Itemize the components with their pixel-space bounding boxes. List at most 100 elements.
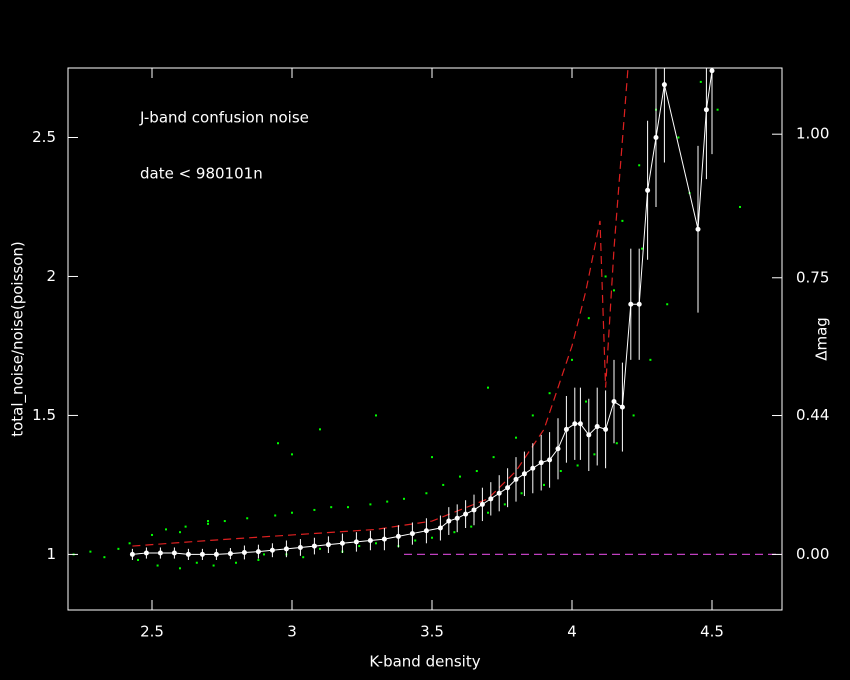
scatter-point [291,511,293,514]
scatter-point [246,517,249,520]
scatter-point [403,497,405,500]
median-point [381,536,387,542]
scatter-point [649,358,652,361]
median-point [479,501,485,507]
median-point [636,301,642,307]
annotation: J-band confusion noise [139,109,309,127]
x-tick-label: 2.5 [140,623,164,641]
scatter-point [330,506,333,509]
scatter-point [716,108,719,111]
scatter-point [179,567,181,570]
median-point [695,226,701,232]
median-point [367,538,373,544]
median-point [513,476,519,482]
median-point [325,542,331,548]
y-tick-label: 1.5 [32,406,56,424]
median-point [409,531,415,537]
scatter-point [375,414,377,417]
median-point [653,134,659,140]
scatter-point [487,511,489,514]
scatter-point [613,289,615,292]
scatter-point [425,492,428,495]
median-point [241,549,247,555]
median-point [555,446,561,452]
median-point [521,471,527,477]
x-tick-label: 3 [287,623,297,641]
scatter-point [604,275,607,278]
median-point [505,485,511,491]
median-point [619,404,625,410]
scatter-point [739,205,741,208]
scatter-point [195,561,198,564]
scatter-point [487,386,489,389]
median-point [143,550,149,556]
scatter-point [520,492,523,495]
median-point [547,457,553,463]
scatter-point [207,520,209,523]
y2-tick-label: 1.00 [796,125,829,143]
scatter-point [137,558,139,561]
scatter-point [587,317,590,320]
scatter-point [576,464,579,467]
x-tick-label: 3.5 [420,623,444,641]
scatter-point [543,483,545,486]
scatter-point [442,483,445,486]
median-point [311,543,317,549]
median-point [269,547,275,553]
median-point [395,533,401,539]
y-tick-label: 2.5 [32,128,56,146]
y-tick-label: 2 [46,267,56,285]
scatter-point [291,453,293,456]
scatter-point [559,470,562,473]
median-point [577,421,583,427]
median-point [454,515,460,521]
scatter-point [431,456,433,459]
median-point [463,511,469,517]
scatter-point [641,247,643,250]
scatter-point [515,436,517,439]
y-tick-label: 1 [46,545,56,563]
scatter-point [257,558,260,561]
scatter-point [475,470,478,473]
median-point [283,546,289,552]
median-point [530,465,536,471]
median-point [446,518,452,524]
scatter-point [593,453,596,456]
scatter-point [212,564,215,567]
median-point [129,551,135,557]
median-point [339,540,345,546]
median-point [185,551,191,557]
median-point [353,539,359,545]
scatter-point [223,520,226,523]
scatter-point [128,542,131,545]
x-axis-label: K-band density [369,653,480,671]
scatter-point [302,556,305,559]
scatter-point [699,80,702,83]
scatter-point [386,500,389,503]
median-point [594,424,600,430]
scatter-point [156,564,159,567]
median-point [586,432,592,438]
scatter-point [414,539,417,542]
median-point [199,551,205,557]
scatter-point [571,358,573,361]
median-point [572,421,578,427]
y2-axis-label: Δmag [813,317,831,361]
median-point [611,399,617,405]
median-point [423,528,429,534]
y2-tick-label: 0.75 [796,268,829,286]
scatter-point [638,164,641,167]
scatter-point [313,508,316,511]
scatter-point [165,528,167,531]
median-point [471,507,477,513]
scatter-point [319,547,321,550]
median-point [255,549,261,555]
median-point [645,187,651,193]
x-tick-label: 4 [567,623,577,641]
scatter-point [369,503,372,506]
x-tick-label: 4.5 [700,623,724,641]
scatter-point [103,556,106,559]
scatter-point [207,522,209,525]
scatter-point [677,136,680,139]
scatter-point [585,400,587,403]
